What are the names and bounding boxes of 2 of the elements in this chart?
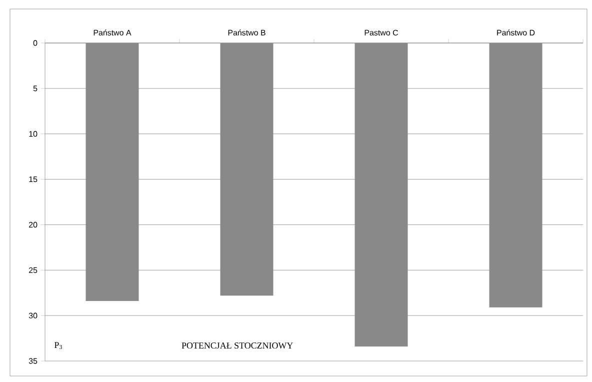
text: POTENCJAŁ STOCZNIOWY [182,342,293,349]
annotation: P$_{3}$ [54,342,62,350]
